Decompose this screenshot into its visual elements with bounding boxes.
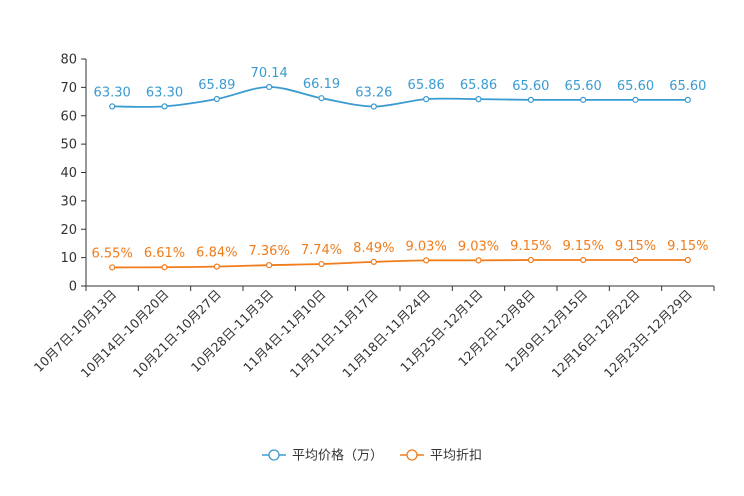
- data-label: 65.60: [617, 79, 654, 94]
- data-label: 7.74%: [301, 243, 342, 258]
- data-label: 65.60: [565, 79, 602, 94]
- data-point: [161, 103, 168, 110]
- data-label: 6.84%: [196, 246, 237, 261]
- data-label: 9.15%: [667, 239, 708, 254]
- legend-item-2[interactable]: 平均折扣: [400, 449, 482, 464]
- y-tick-label: 80: [60, 53, 77, 68]
- data-point: [684, 256, 691, 264]
- y-tick-label: 20: [60, 223, 77, 238]
- data-point: [475, 257, 482, 264]
- series-2: 6.55% 6.61% 6.84% 7.36% 7.74% 8.49% 9.03% 9.03%…: [92, 239, 708, 271]
- chart-legend[interactable]: 平均价格（万） 平均折扣: [262, 448, 482, 464]
- series-1: 63.30 63.30 65.89 70.14 66.19 63.26 65.86 65.86…: [94, 66, 706, 110]
- data-label: 9.15%: [615, 239, 656, 254]
- data-label: 65.60: [512, 79, 549, 94]
- chart-series: 63.30 63.30 65.89 70.14 66.19 63.26 65.86 65.86…: [92, 66, 708, 271]
- data-label: 6.61%: [144, 246, 185, 261]
- data-point: [213, 263, 220, 270]
- x-tick-label: 12月23日-12月29日: [601, 287, 695, 381]
- legend-label: 平均折扣: [430, 449, 482, 464]
- data-point: [580, 96, 587, 103]
- y-tick-label: 10: [60, 251, 77, 266]
- data-point: [527, 256, 534, 264]
- data-label: 6.55%: [92, 246, 133, 261]
- data-point: [109, 264, 116, 271]
- data-label: 66.19: [303, 77, 340, 92]
- data-point: [213, 95, 220, 103]
- data-point: [318, 260, 325, 268]
- data-label: 9.03%: [458, 239, 499, 254]
- data-label: 9.15%: [563, 239, 604, 254]
- y-tick-label: 50: [60, 138, 77, 153]
- data-point: [475, 96, 482, 103]
- data-point: [370, 258, 377, 266]
- legend-label: 平均价格（万）: [292, 448, 383, 464]
- y-tick-label: 0: [69, 280, 77, 295]
- data-point: [580, 256, 587, 264]
- data-point: [370, 103, 377, 110]
- data-point: [318, 95, 325, 102]
- data-label: 8.49%: [353, 241, 394, 256]
- x-tick-label: 11月11日-11月17日: [287, 287, 381, 381]
- y-tick-label: 70: [60, 81, 77, 96]
- legend-item-1[interactable]: 平均价格（万）: [262, 448, 383, 464]
- data-label: 9.15%: [510, 239, 551, 254]
- data-point: [632, 256, 639, 264]
- chart-axes: 0102030405060708010月7日-10月13日10月14日-10月2…: [31, 53, 715, 381]
- data-label: 65.89: [198, 78, 235, 93]
- data-label: 9.03%: [406, 239, 447, 254]
- data-point: [423, 96, 430, 103]
- data-label: 65.86: [408, 78, 445, 93]
- data-label: 65.86: [460, 78, 497, 93]
- data-point: [161, 264, 168, 271]
- x-tick-label: 11月18日-11月24日: [339, 287, 433, 381]
- data-point: [109, 103, 116, 110]
- data-point: [527, 96, 534, 103]
- data-label: 65.60: [669, 79, 706, 94]
- x-tick-label: 10月14日-10月20日: [77, 287, 171, 381]
- data-point: [266, 262, 273, 269]
- data-point: [266, 83, 273, 91]
- x-tick-label: 10月21日-10月27日: [130, 287, 224, 381]
- legend-swatch-marker: [268, 449, 280, 461]
- data-label: 7.36%: [249, 244, 290, 259]
- x-tick-label: 12月16日-12月22日: [548, 287, 642, 381]
- series-line: [112, 259, 688, 269]
- data-point: [632, 96, 639, 103]
- series-line: [112, 86, 688, 108]
- data-label: 63.30: [94, 85, 131, 100]
- y-tick-label: 30: [60, 194, 77, 209]
- data-label: 63.30: [146, 85, 183, 100]
- y-tick-label: 60: [60, 109, 77, 124]
- data-label: 63.26: [355, 85, 392, 100]
- y-tick-label: 40: [60, 166, 77, 181]
- data-point: [684, 96, 691, 103]
- legend-swatch-marker: [406, 449, 418, 461]
- data-label: 70.14: [251, 66, 288, 81]
- data-point: [423, 257, 430, 264]
